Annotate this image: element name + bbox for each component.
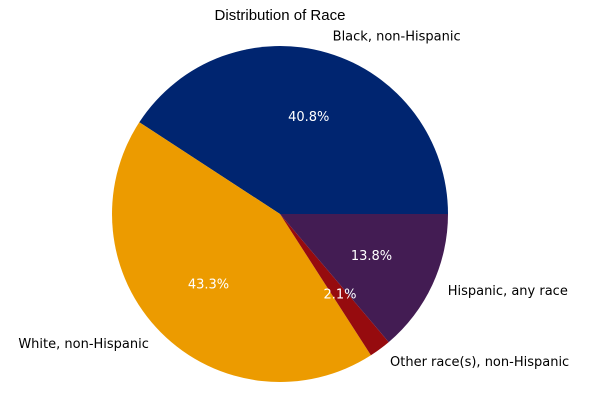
- slice-label-hispanic-any-race: Hispanic, any race: [448, 284, 568, 299]
- pct-label-hispanic-any-race: 13.8%: [351, 249, 392, 264]
- pct-label-other-race-s-non-hispanic: 2.1%: [323, 287, 356, 302]
- slice-label-black-non-hispanic: Black, non-Hispanic: [333, 29, 461, 44]
- pie-slice-other-race-s-non-hispanic: [280, 214, 389, 356]
- slice-label-white-non-hispanic: White, non-Hispanic: [18, 337, 149, 352]
- pct-label-black-non-hispanic: 40.8%: [288, 110, 329, 125]
- labels-layer: 40.8% Black, non-Hispanic 43.3% White, non-…: [18, 29, 569, 370]
- pie-slice-black-non-hispanic: [139, 46, 449, 215]
- pie-slice-white-non-hispanic: [112, 122, 371, 382]
- slices-layer: [112, 46, 449, 382]
- pct-label-white-non-hispanic: 43.3%: [188, 278, 229, 293]
- chart-title: Distribution of Race: [214, 7, 346, 24]
- pie-slice-hispanic-any-race: [280, 214, 448, 343]
- slice-label-other-race-s-non-hispanic: Other race(s), non-Hispanic: [390, 355, 569, 370]
